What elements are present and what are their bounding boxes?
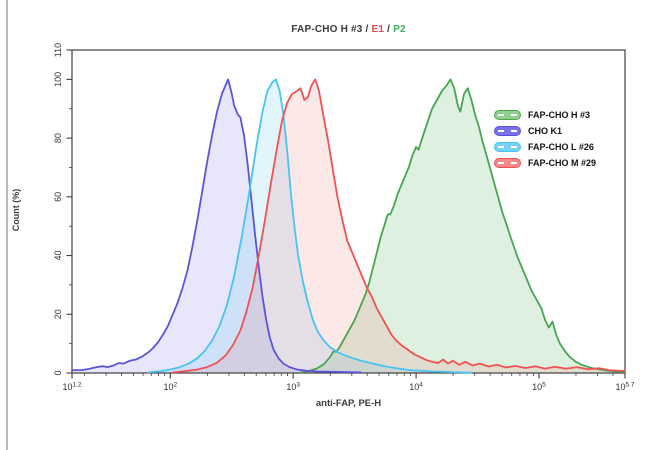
legend-item-fap-cho-h3: FAP-CHO H #3 [494,107,596,123]
chart-title: FAP-CHO H #3 / E1 / P2 [72,24,625,35]
curve-fap-cho-m-29 [171,78,626,374]
area-fap-cho-h-3 [300,79,625,374]
legend-item-fap-cho-m29: FAP-CHO M #29 [494,155,596,171]
y-tick-label: 60 [53,192,63,202]
x-tick-label: 105 [532,382,546,393]
chart-title-gate-p2: P2 [393,24,406,35]
curve-cho-k1 [71,78,362,374]
x-tick-label: 103 [286,382,300,393]
x-tick-label: 104 [409,382,423,393]
chart-title-sample: FAP-CHO H #3 / [291,24,372,35]
legend-swatch-green-icon [494,110,521,120]
curve-fap-cho-l-26 [147,78,473,374]
legend: FAP-CHO H #3 CHO K1 FAP-CHO L #26 FAP-CH… [494,107,596,171]
legend-swatch-cyan-icon [494,142,521,152]
curve-fap-cho-h-3 [299,78,626,374]
legend-item-fap-cho-l26: FAP-CHO L #26 [494,139,596,155]
y-tick-label: 0 [53,370,63,375]
legend-item-cho-k1: CHO K1 [494,123,596,139]
legend-swatch-blue-icon [494,126,521,136]
x-tick-label: 101.2 [62,382,81,393]
y-tick-label: 110 [53,43,63,57]
area-fap-cho-m-29 [172,79,626,374]
panel-left-border [6,0,8,450]
y-tick-label: 100 [53,72,63,87]
y-axis-title: Count (%) [11,188,21,232]
legend-swatch-red-icon [494,158,521,168]
y-tick-label: 80 [53,133,63,143]
chart-title-separator: / [384,24,394,35]
x-tick-label: 105.7 [615,382,634,393]
y-tick-label: 40 [53,251,63,261]
area-cho-k1 [72,79,361,374]
y-tick-label: 20 [53,309,63,319]
chart-title-gate-e1: E1 [371,24,385,35]
x-axis-title: anti-FAP, PE-H [315,398,382,409]
x-tick-label: 102 [163,382,177,393]
